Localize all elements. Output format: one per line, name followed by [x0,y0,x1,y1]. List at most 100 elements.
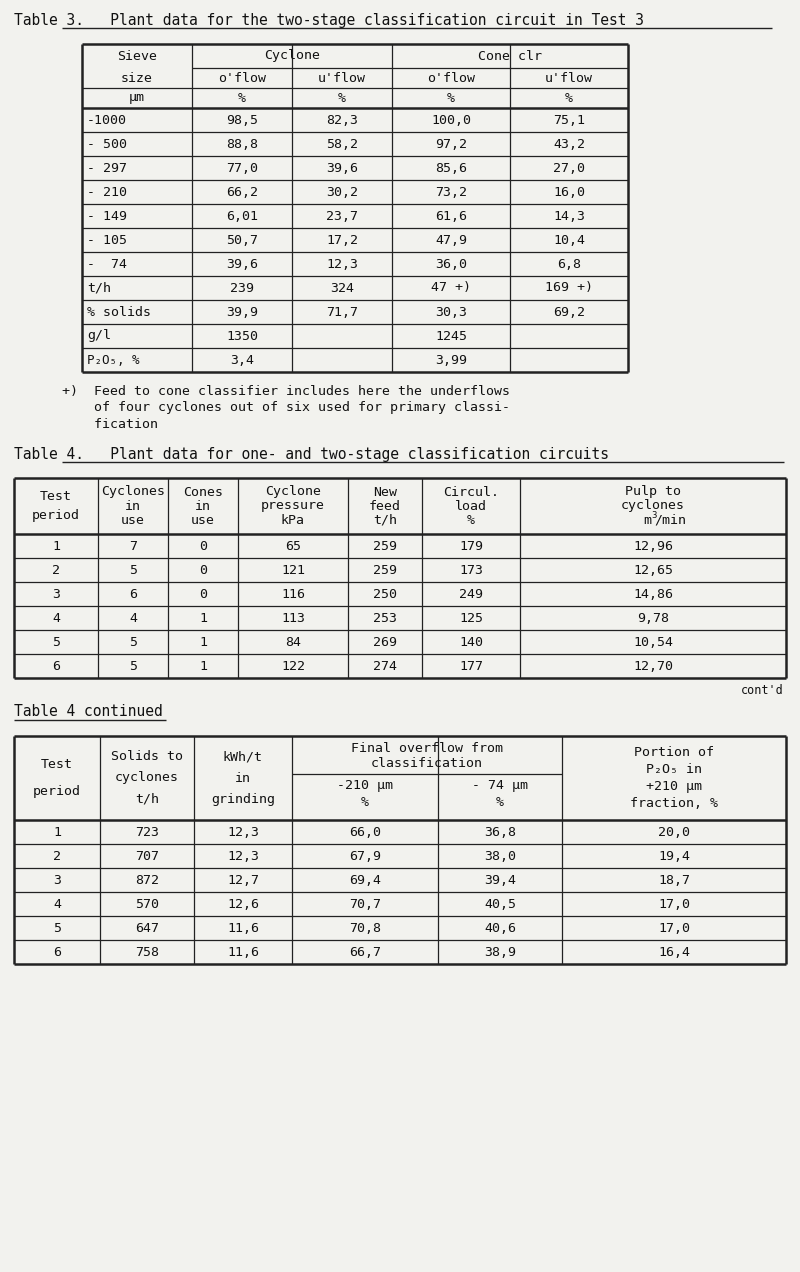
Text: 5: 5 [129,659,137,673]
Text: 71,7: 71,7 [326,305,358,318]
Text: %: % [361,796,369,809]
Text: of four cyclones out of six used for primary classi-: of four cyclones out of six used for pri… [62,402,510,415]
Text: 10,54: 10,54 [633,636,673,649]
Text: 723: 723 [135,826,159,838]
Text: - 74 μm: - 74 μm [472,778,528,792]
Text: 5: 5 [129,636,137,649]
Text: 177: 177 [459,659,483,673]
Text: 14,86: 14,86 [633,588,673,600]
Text: 274: 274 [373,659,397,673]
Text: 12,96: 12,96 [633,539,673,552]
Text: μm: μm [129,92,145,104]
Text: 39,4: 39,4 [484,874,516,887]
Text: 17,0: 17,0 [658,921,690,935]
Text: 88,8: 88,8 [226,137,258,150]
Text: 2: 2 [52,563,60,576]
Text: 3,99: 3,99 [435,354,467,366]
Text: fraction, %: fraction, % [630,796,718,810]
Text: 40,5: 40,5 [484,898,516,911]
Text: 1350: 1350 [226,329,258,342]
Text: 173: 173 [459,563,483,576]
Text: kWh/t: kWh/t [223,750,263,763]
Text: - 210: - 210 [87,186,127,198]
Text: 69,2: 69,2 [553,305,585,318]
Text: 30,2: 30,2 [326,186,358,198]
Text: 6,8: 6,8 [557,257,581,271]
Text: Final overflow from: Final overflow from [351,742,503,754]
Text: period: period [32,509,80,522]
Text: 259: 259 [373,539,397,552]
Text: use: use [191,514,215,527]
Text: 84: 84 [285,636,301,649]
Text: 179: 179 [459,539,483,552]
Text: %: % [338,92,346,104]
Text: 259: 259 [373,563,397,576]
Text: 70,8: 70,8 [349,921,381,935]
Text: 758: 758 [135,945,159,959]
Text: 66,0: 66,0 [349,826,381,838]
Text: 43,2: 43,2 [553,137,585,150]
Text: 12,3: 12,3 [227,850,259,862]
Text: 9,78: 9,78 [637,612,669,625]
Text: Cyclone: Cyclone [264,50,320,62]
Text: +210 μm: +210 μm [646,780,702,792]
Text: -  74: - 74 [87,257,127,271]
Text: 30,3: 30,3 [435,305,467,318]
Text: %: % [238,92,246,104]
Text: 1: 1 [53,826,61,838]
Text: New: New [373,486,397,499]
Text: 36,8: 36,8 [484,826,516,838]
Text: 18,7: 18,7 [658,874,690,887]
Text: 4: 4 [52,612,60,625]
Text: 50,7: 50,7 [226,234,258,247]
Text: 98,5: 98,5 [226,113,258,126]
Text: 0: 0 [199,563,207,576]
Text: 10,4: 10,4 [553,234,585,247]
Text: 0: 0 [199,539,207,552]
Text: Cyclones: Cyclones [101,486,165,499]
Text: Solids to: Solids to [111,750,183,763]
Text: m: m [643,514,651,527]
Text: 82,3: 82,3 [326,113,358,126]
Text: %: % [467,514,475,527]
Text: t/h: t/h [87,281,111,295]
Text: in: in [195,500,211,513]
Text: 75,1: 75,1 [553,113,585,126]
Text: 5: 5 [129,563,137,576]
Text: 6: 6 [129,588,137,600]
Text: cont'd: cont'd [742,683,784,697]
Text: 20,0: 20,0 [658,826,690,838]
Text: %: % [447,92,455,104]
Text: 872: 872 [135,874,159,887]
Text: grinding: grinding [211,792,275,805]
Text: - 149: - 149 [87,210,127,223]
Text: Table 3.   Plant data for the two-stage classification circuit in Test 3: Table 3. Plant data for the two-stage cl… [14,13,644,28]
Text: period: period [33,786,81,799]
Text: Test: Test [41,758,73,771]
Text: 16,0: 16,0 [553,186,585,198]
Text: %: % [496,796,504,809]
Text: 1: 1 [52,539,60,552]
Text: 4: 4 [53,898,61,911]
Text: cyclones: cyclones [621,500,685,513]
Text: P₂O₅ in: P₂O₅ in [646,763,702,776]
Text: 12,7: 12,7 [227,874,259,887]
Text: 0: 0 [199,588,207,600]
Text: 11,6: 11,6 [227,945,259,959]
Text: 16,4: 16,4 [658,945,690,959]
Text: 12,65: 12,65 [633,563,673,576]
Text: 47 +): 47 +) [431,281,471,295]
Text: 3: 3 [52,588,60,600]
Text: 3: 3 [53,874,61,887]
Text: 324: 324 [330,281,354,295]
Text: o'flow: o'flow [218,71,266,84]
Text: -210 μm: -210 μm [337,778,393,792]
Text: feed: feed [369,500,401,513]
Text: classification: classification [371,757,483,770]
Text: Cyclone: Cyclone [265,486,321,499]
Text: %: % [565,92,573,104]
Text: t/h: t/h [373,514,397,527]
Text: 36,0: 36,0 [435,257,467,271]
Text: 3,4: 3,4 [230,354,254,366]
Text: 3: 3 [651,511,656,520]
